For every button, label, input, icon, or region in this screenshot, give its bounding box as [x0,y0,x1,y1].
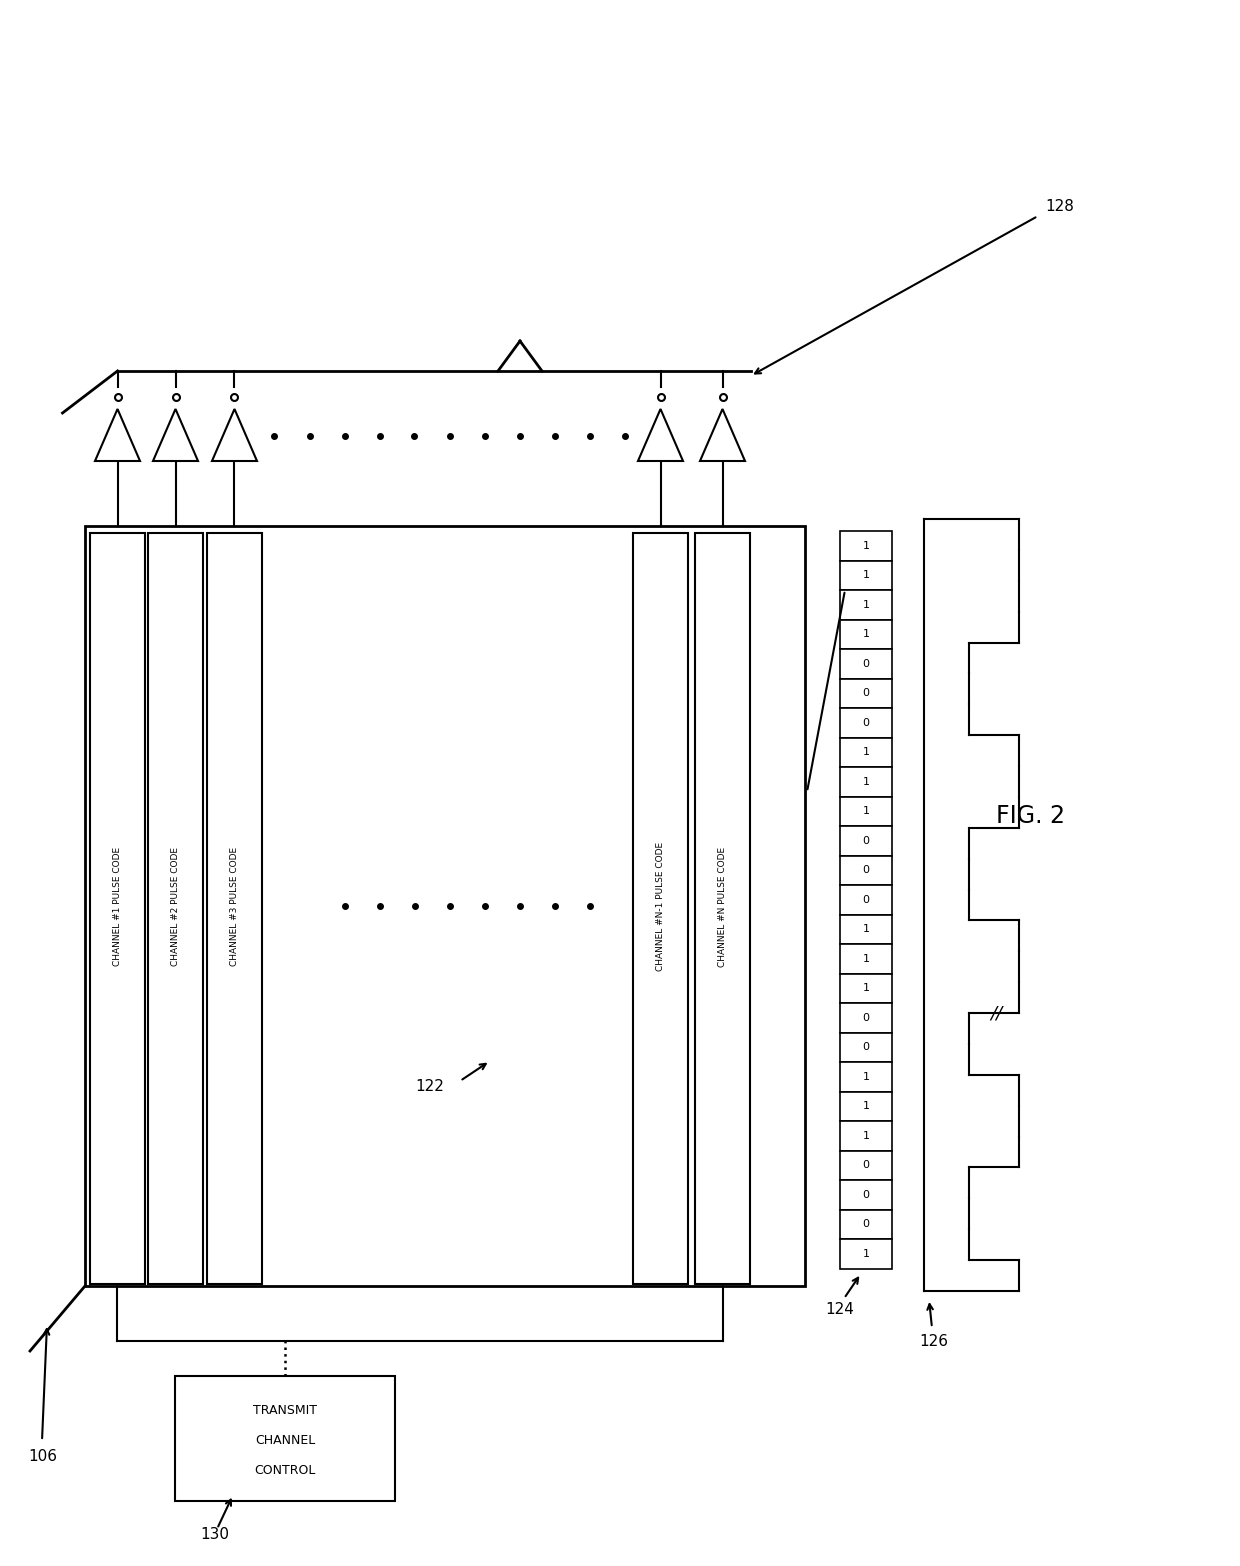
Text: 1: 1 [863,806,869,816]
FancyBboxPatch shape [839,1181,892,1209]
Text: 0: 0 [863,1013,869,1023]
Text: 106: 106 [29,1449,57,1464]
Text: 0: 0 [863,659,869,669]
FancyBboxPatch shape [694,532,750,1284]
Text: 126: 126 [919,1334,949,1348]
FancyBboxPatch shape [839,855,892,885]
Text: CHANNEL #N PULSE CODE: CHANNEL #N PULSE CODE [718,847,727,966]
Text: 0: 0 [863,1190,869,1200]
Text: 1: 1 [863,1071,869,1082]
FancyBboxPatch shape [86,526,805,1286]
FancyBboxPatch shape [839,915,892,944]
Text: 0: 0 [863,1160,869,1170]
FancyBboxPatch shape [175,1377,396,1500]
Text: 1: 1 [863,924,869,935]
Text: 0: 0 [863,894,869,905]
FancyBboxPatch shape [839,590,892,620]
Text: 0: 0 [863,866,869,875]
Polygon shape [639,409,683,460]
Text: CHANNEL #1 PULSE CODE: CHANNEL #1 PULSE CODE [113,847,122,966]
FancyBboxPatch shape [839,708,892,738]
Polygon shape [153,409,198,460]
Text: CHANNEL #3 PULSE CODE: CHANNEL #3 PULSE CODE [229,847,239,966]
Polygon shape [701,409,745,460]
Polygon shape [95,409,140,460]
Text: 1: 1 [863,540,869,551]
Text: FIG. 2: FIG. 2 [996,803,1064,828]
Text: 0: 0 [863,717,869,728]
FancyBboxPatch shape [839,648,892,678]
Text: CONTROL: CONTROL [254,1464,316,1477]
FancyBboxPatch shape [207,532,262,1284]
Text: 1: 1 [863,630,869,639]
FancyBboxPatch shape [839,1239,892,1268]
Text: 0: 0 [863,687,869,698]
Text: 0: 0 [863,1043,869,1052]
Text: 122: 122 [415,1079,444,1095]
FancyBboxPatch shape [91,532,145,1284]
FancyBboxPatch shape [839,1151,892,1181]
FancyBboxPatch shape [839,620,892,648]
FancyBboxPatch shape [839,561,892,590]
FancyBboxPatch shape [839,1092,892,1121]
FancyBboxPatch shape [839,797,892,825]
Text: 1: 1 [863,1131,869,1140]
Text: 124: 124 [825,1301,854,1317]
Text: //: // [991,1004,1003,1023]
Text: 1: 1 [863,983,869,993]
Text: 1: 1 [863,1248,869,1259]
Text: 0: 0 [863,1220,869,1229]
FancyBboxPatch shape [839,825,892,855]
Text: 128: 128 [1045,199,1074,215]
Polygon shape [212,409,257,460]
FancyBboxPatch shape [839,1032,892,1062]
Text: CHANNEL #N-1 PULSE CODE: CHANNEL #N-1 PULSE CODE [656,843,665,971]
FancyBboxPatch shape [148,532,203,1284]
Text: 1: 1 [863,747,869,758]
FancyBboxPatch shape [839,1062,892,1092]
Text: 130: 130 [200,1527,229,1543]
FancyBboxPatch shape [839,767,892,797]
FancyBboxPatch shape [839,738,892,767]
FancyBboxPatch shape [839,531,892,561]
Text: 1: 1 [863,954,869,963]
Text: TRANSMIT: TRANSMIT [253,1405,317,1417]
Text: 1: 1 [863,600,869,609]
FancyBboxPatch shape [839,1121,892,1151]
FancyBboxPatch shape [839,885,892,915]
Text: 1: 1 [863,570,869,581]
FancyBboxPatch shape [839,1209,892,1239]
FancyBboxPatch shape [839,678,892,708]
Text: 1: 1 [863,777,869,786]
FancyBboxPatch shape [839,1002,892,1032]
Text: 0: 0 [863,836,869,846]
FancyBboxPatch shape [632,532,688,1284]
Text: 1: 1 [863,1101,869,1112]
Text: CHANNEL: CHANNEL [255,1434,315,1447]
Text: CHANNEL #2 PULSE CODE: CHANNEL #2 PULSE CODE [171,847,180,966]
FancyBboxPatch shape [839,974,892,1002]
FancyBboxPatch shape [839,944,892,974]
